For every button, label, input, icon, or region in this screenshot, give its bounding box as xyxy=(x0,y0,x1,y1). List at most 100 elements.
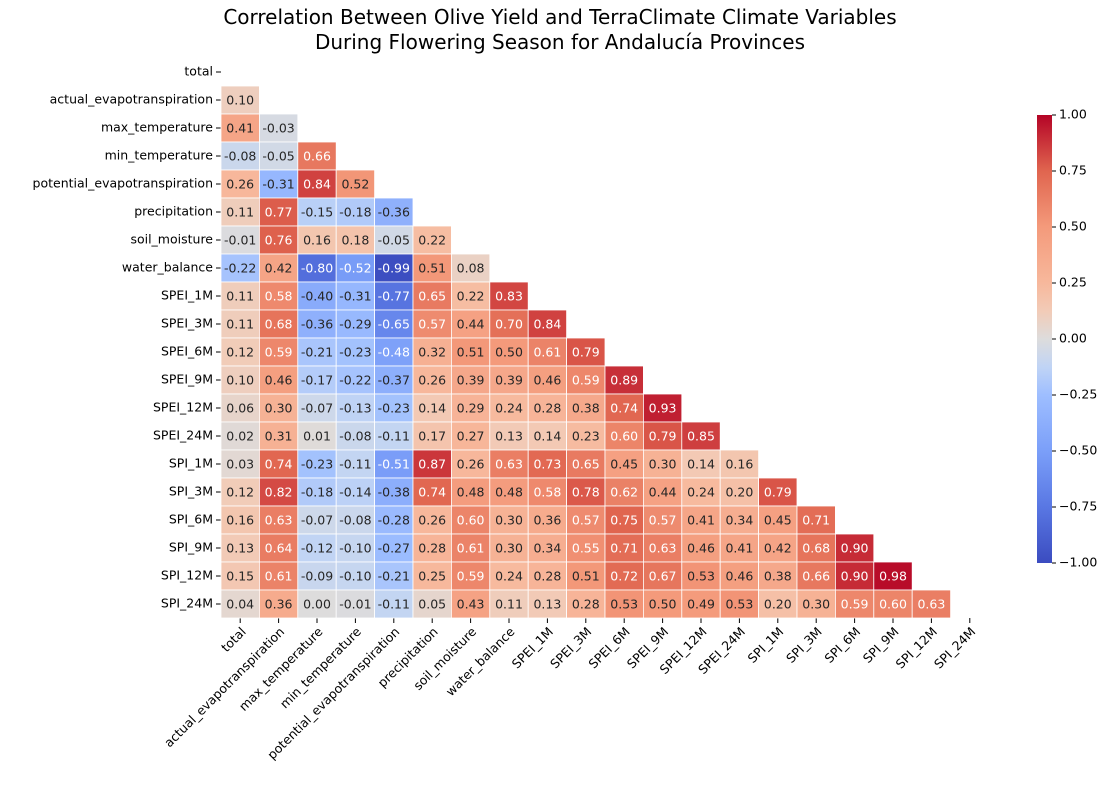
heatmap-cell xyxy=(527,393,568,423)
heatmap-cell xyxy=(643,449,683,479)
heatmap-cell xyxy=(412,561,452,591)
cell-label: -0.52 xyxy=(339,261,371,276)
heatmap-cell xyxy=(258,309,299,339)
cell-label: -0.27 xyxy=(378,541,410,556)
cell-label: -0.36 xyxy=(301,317,333,332)
cell-label: 0.63 xyxy=(649,541,677,556)
cell-label: 0.57 xyxy=(418,317,446,332)
cell-label: 0.39 xyxy=(457,373,485,388)
cell-label: -0.11 xyxy=(339,457,371,472)
heatmap-cell xyxy=(566,561,606,591)
heatmap-cell xyxy=(450,505,491,535)
heatmap-cell xyxy=(643,505,683,535)
heatmap-cell xyxy=(527,337,568,367)
x-tick-label: SPI_12M xyxy=(893,624,940,671)
colorbar-tick-label: −0.25 xyxy=(1059,387,1097,402)
heatmap-cell xyxy=(681,533,721,563)
y-tick-label: min_temperature xyxy=(105,148,214,163)
cell-label: 0.52 xyxy=(341,177,369,192)
heatmap-cell xyxy=(412,449,452,479)
cell-label: -0.36 xyxy=(378,205,410,220)
cell-label: 0.00 xyxy=(303,597,331,612)
x-tick-label: water_balance xyxy=(443,624,518,699)
heatmap-cell xyxy=(258,281,299,311)
heatmap-cell xyxy=(335,281,376,311)
heatmap-cell xyxy=(297,253,337,283)
cell-label: -0.18 xyxy=(301,485,333,500)
cell-label: -0.12 xyxy=(301,541,333,556)
y-tick-label: total xyxy=(184,64,213,79)
cell-label: -0.17 xyxy=(301,373,333,388)
cell-label: 0.51 xyxy=(457,345,485,360)
cell-label: 0.24 xyxy=(687,485,715,500)
heatmap-cell xyxy=(643,393,683,423)
cell-label: 0.11 xyxy=(226,289,254,304)
y-tick-label: SPEI_12M xyxy=(153,400,213,415)
colorbar xyxy=(1037,115,1052,563)
cell-label: 0.61 xyxy=(533,345,561,360)
cell-label: 0.31 xyxy=(265,429,293,444)
heatmap-cell xyxy=(489,477,529,507)
cell-label: -0.01 xyxy=(224,233,256,248)
y-tick-label: SPEI_1M xyxy=(161,288,213,303)
cell-label: 0.45 xyxy=(764,513,792,528)
cell-label: 0.03 xyxy=(226,457,254,472)
cell-label: 0.11 xyxy=(495,597,523,612)
cell-label: 0.60 xyxy=(610,429,638,444)
x-tick-label: SPI_3M xyxy=(783,624,825,666)
cell-label: 0.82 xyxy=(265,485,293,500)
y-tick-label: SPI_12M xyxy=(161,568,213,583)
cell-label: 0.16 xyxy=(226,513,254,528)
heatmap-cell xyxy=(681,561,721,591)
cell-label: 0.59 xyxy=(265,345,293,360)
cell-label: 0.66 xyxy=(802,569,830,584)
heatmap-cell xyxy=(335,309,376,339)
heatmap-cell xyxy=(374,393,414,423)
cell-label: 0.08 xyxy=(457,261,485,276)
heatmap-cell xyxy=(758,505,798,535)
cell-label: 0.58 xyxy=(265,289,293,304)
heatmap-cell xyxy=(489,449,529,479)
cell-label: 0.68 xyxy=(265,317,293,332)
x-tick-label: SPI_6M xyxy=(821,624,863,666)
heatmap-cell xyxy=(412,337,452,367)
cell-label: -0.77 xyxy=(378,289,410,304)
cell-label: 0.32 xyxy=(418,345,446,360)
cell-label: 0.51 xyxy=(572,569,600,584)
heatmap-cell xyxy=(374,561,414,591)
cell-label: -0.22 xyxy=(339,373,371,388)
cell-label: 0.16 xyxy=(303,233,331,248)
cell-label: 0.63 xyxy=(495,457,523,472)
heatmap-cell xyxy=(604,449,644,479)
cell-label: 0.16 xyxy=(725,457,753,472)
heatmap-cell xyxy=(758,477,798,507)
heatmap-cell xyxy=(450,477,491,507)
y-tick-label: SPEI_3M xyxy=(161,316,213,331)
cell-label: 0.48 xyxy=(495,485,523,500)
cell-label: -0.65 xyxy=(378,317,410,332)
heatmap-cell xyxy=(220,449,260,479)
cell-label: 0.28 xyxy=(533,569,561,584)
heatmap-cell xyxy=(258,589,299,619)
cell-label: 0.34 xyxy=(533,541,561,556)
heatmap-cell xyxy=(258,365,299,395)
cell-label: -0.31 xyxy=(339,289,371,304)
cell-label: 0.74 xyxy=(418,485,446,500)
cell-label: 0.23 xyxy=(572,429,600,444)
cell-label: 0.17 xyxy=(418,429,446,444)
cell-label: -0.08 xyxy=(224,149,256,164)
cell-label: 0.72 xyxy=(610,569,638,584)
cell-label: -0.03 xyxy=(262,121,294,136)
cell-label: 0.24 xyxy=(495,401,523,416)
heatmap-cell xyxy=(297,141,337,171)
heatmap-cell xyxy=(796,505,836,535)
heatmap-cell xyxy=(489,505,529,535)
heatmap-cell xyxy=(450,393,491,423)
cell-label: 0.65 xyxy=(572,457,600,472)
heatmap-cell xyxy=(220,197,260,227)
heatmap-cell xyxy=(297,449,337,479)
cell-label: 0.20 xyxy=(725,485,753,500)
heatmap-cell xyxy=(412,505,452,535)
cell-label: 0.59 xyxy=(457,569,485,584)
cell-label: 0.14 xyxy=(418,401,446,416)
